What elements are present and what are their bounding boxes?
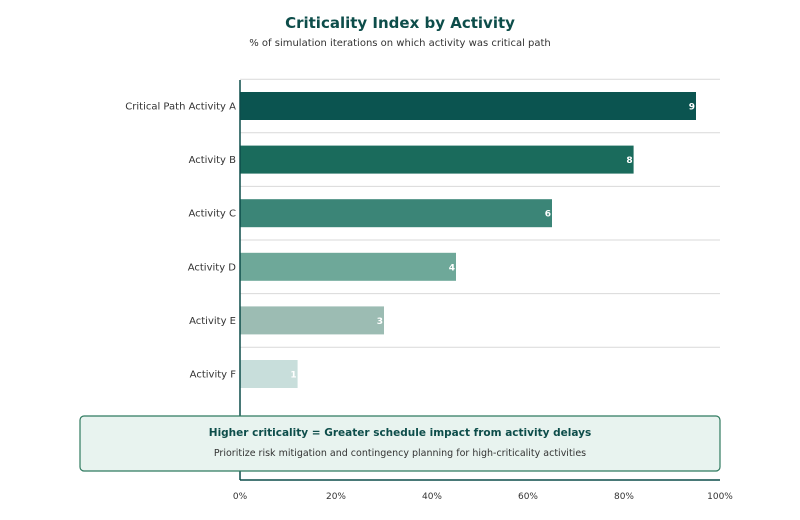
- bar: [240, 92, 696, 120]
- callout-background: [79, 415, 721, 472]
- x-tick-label: 80%: [614, 492, 634, 502]
- value-label: 1: [290, 371, 296, 381]
- callout-box: Higher criticality = Greater schedule im…: [79, 415, 721, 472]
- x-tick-label: 60%: [518, 492, 538, 502]
- x-tick-label: 40%: [422, 492, 442, 502]
- value-label: 9: [689, 103, 695, 113]
- category-label: Activity F: [190, 370, 237, 381]
- category-label: Activity E: [189, 316, 236, 327]
- bar: [240, 252, 456, 281]
- category-labels: Critical Path Activity A Activity B Activi…: [125, 102, 236, 381]
- bars: [240, 92, 696, 388]
- category-label: Activity D: [188, 262, 237, 273]
- x-tick-label: 100%: [707, 492, 733, 502]
- category-label: Critical Path Activity A: [125, 102, 236, 113]
- x-tick-labels: 0% 20% 40% 60% 80% 100%: [233, 492, 733, 502]
- value-label: 4: [449, 263, 455, 273]
- bar: [240, 360, 298, 388]
- value-labels: 9 8 6 4 3 1: [290, 103, 695, 381]
- x-tick-label: 0%: [233, 492, 248, 502]
- bar: [240, 199, 552, 228]
- x-tick-label: 20%: [326, 492, 346, 502]
- callout-body: Prioritize risk mitigation and contingen…: [214, 448, 586, 459]
- value-label: 8: [626, 156, 632, 166]
- category-label: Activity B: [189, 155, 237, 166]
- bar: [240, 306, 384, 335]
- gridlines: [240, 78, 720, 348]
- category-label: Activity C: [188, 209, 236, 220]
- chart-title: Criticality Index by Activity: [285, 14, 515, 32]
- chart-subtitle: % of simulation iterations on which acti…: [249, 38, 551, 49]
- value-label: 6: [545, 210, 551, 220]
- value-label: 3: [377, 317, 383, 327]
- callout-title: Higher criticality = Greater schedule im…: [209, 427, 591, 439]
- bar: [240, 145, 634, 174]
